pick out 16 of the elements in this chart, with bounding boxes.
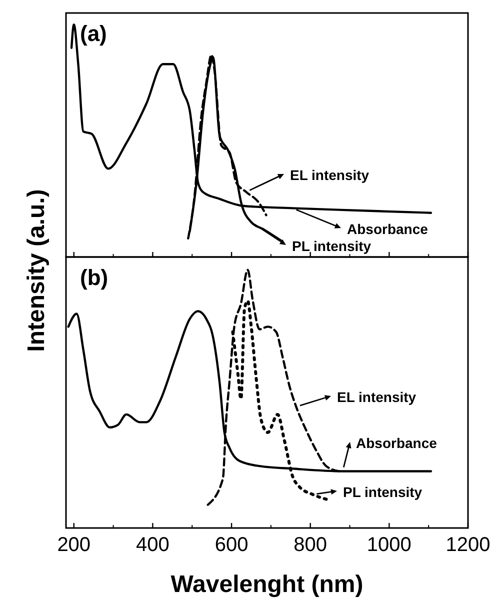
legend-label: PL intensity	[343, 484, 422, 500]
chart-title: (a)	[80, 21, 107, 46]
chart-title: (b)	[80, 265, 108, 290]
x-tick-label: 1200	[446, 534, 490, 556]
x-tick-label: 400	[136, 534, 170, 556]
legend-label: EL intensity	[337, 389, 416, 405]
x-axis-title: Wavelenght (nm)	[170, 571, 364, 598]
legend-label: EL intensity	[290, 167, 370, 183]
series-label: Absorbance	[356, 435, 438, 451]
series-label: Absorbance	[347, 221, 428, 237]
x-tick-label: 600	[214, 534, 248, 556]
x-tick-label: 800	[294, 534, 328, 556]
y-axis-title: Intensity (a.u.)	[23, 189, 50, 352]
x-tick-label: 1000	[366, 534, 412, 556]
x-tick-label: 200	[57, 534, 91, 556]
series-label: PL intensity	[292, 238, 372, 254]
